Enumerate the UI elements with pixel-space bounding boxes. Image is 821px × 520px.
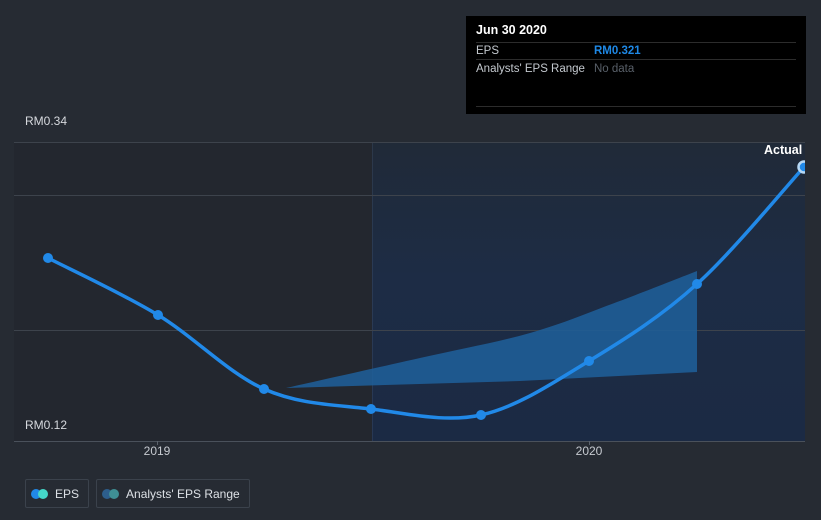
- tooltip-range-value: No data: [594, 62, 635, 75]
- x-tick-mark: [157, 441, 158, 445]
- gridline: [14, 195, 805, 196]
- tooltip-divider: [476, 106, 796, 107]
- tooltip-eps-label: EPS: [476, 45, 500, 57]
- gridline: [14, 330, 805, 331]
- gridline: [14, 441, 805, 442]
- actual-annotation: Actual: [764, 143, 803, 157]
- chart-tooltip: Jun 30 2020 EPS RM0.321 Analysts' EPS Ra…: [466, 16, 806, 114]
- x-tick-label-2020: 2020: [575, 444, 603, 458]
- legend: EPS Analysts' EPS Range: [25, 479, 250, 508]
- tooltip-range-label: Analysts' EPS Range: [476, 62, 585, 75]
- tooltip-row-eps: EPS RM0.321: [476, 43, 796, 60]
- y-axis-max-label: RM0.34: [25, 114, 68, 128]
- legend-eps-label: EPS: [55, 486, 80, 501]
- forecast-highlight-region: [372, 142, 805, 441]
- x-tick-label-2019: 2019: [143, 444, 171, 458]
- analysts-range-series-icon: [102, 488, 120, 499]
- tooltip-date: Jun 30 2020: [476, 23, 796, 43]
- legend-eps-button[interactable]: EPS: [25, 479, 90, 508]
- x-tick-mark: [589, 441, 590, 445]
- gridline: [14, 142, 805, 143]
- tooltip-eps-value: RM0.321: [594, 45, 641, 57]
- y-axis-min-label: RM0.12: [25, 418, 68, 432]
- legend-analysts-range-label: Analysts' EPS Range: [126, 486, 240, 501]
- eps-series-icon: [31, 488, 48, 499]
- tooltip-row-analysts-range: Analysts' EPS Range No data: [476, 60, 796, 77]
- legend-analysts-range-button[interactable]: Analysts' EPS Range: [96, 479, 250, 508]
